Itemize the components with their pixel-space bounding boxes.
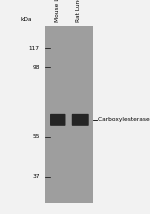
Bar [45,26,93,203]
Text: 37: 37 [32,174,40,179]
Text: kDa: kDa [21,18,32,22]
Text: 98: 98 [32,65,40,70]
FancyBboxPatch shape [72,114,89,126]
Text: 55: 55 [32,134,40,140]
Text: Rat Lung: Rat Lung [76,0,81,22]
Text: Carboxylesterase 3: Carboxylesterase 3 [98,117,150,122]
Text: Mouse Lung: Mouse Lung [55,0,60,22]
Text: 117: 117 [29,46,40,51]
FancyBboxPatch shape [50,114,65,126]
